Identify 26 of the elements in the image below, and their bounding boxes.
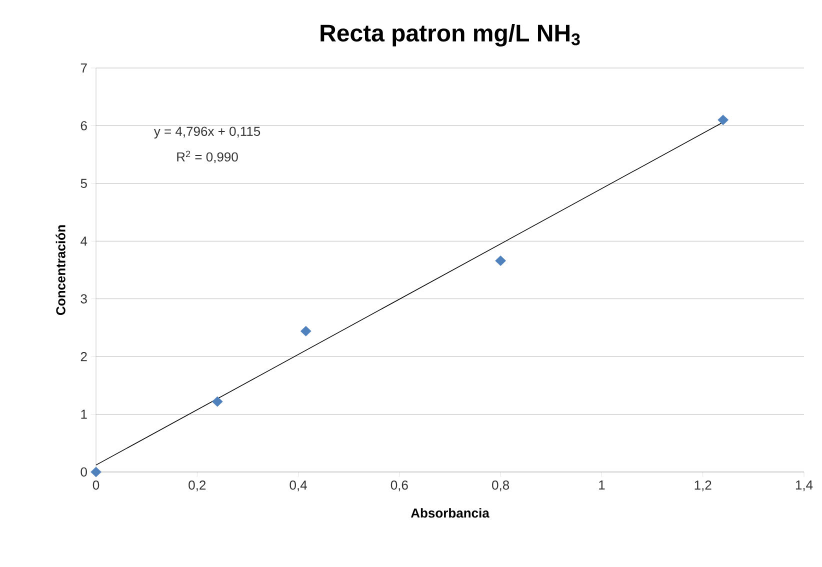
y-tick-label: 5 bbox=[80, 178, 87, 188]
x-tick-label: 1,2 bbox=[694, 480, 712, 492]
point bbox=[718, 114, 729, 126]
x-tick-label: 0 bbox=[92, 480, 100, 490]
point bbox=[212, 396, 223, 407]
point bbox=[300, 326, 312, 336]
x-tick-label: 1 bbox=[599, 480, 605, 490]
y-tick-label: 1 bbox=[81, 410, 87, 419]
x-tick-label: 0,8 bbox=[492, 480, 510, 492]
y-tick-label: 7 bbox=[80, 64, 87, 72]
annotation: y = 4,796x + 0,115 bbox=[154, 126, 260, 139]
annotation: R$^{2}$ = 0,990 bbox=[177, 150, 238, 164]
point bbox=[90, 466, 102, 478]
x-tick-label: 0,6 bbox=[390, 480, 408, 492]
y-tick-label: 4 bbox=[80, 236, 88, 246]
x-tick-label: 0,2 bbox=[188, 480, 206, 492]
y-tick-label: 2 bbox=[80, 352, 87, 362]
y-tick-label: 6 bbox=[80, 121, 87, 130]
chart-title: Recta patron mg/L NH$_{3}$ bbox=[320, 24, 580, 46]
x-axis-title: Absorbancia bbox=[410, 508, 490, 518]
y-tick-label: 0 bbox=[80, 467, 87, 477]
x-tick-label: 0,4 bbox=[290, 480, 307, 492]
y-tick-label: 3 bbox=[80, 294, 87, 304]
point bbox=[495, 256, 506, 266]
y-axis-title: Concentración bbox=[56, 225, 66, 315]
x-tick-label: 1,4 bbox=[796, 480, 813, 492]
